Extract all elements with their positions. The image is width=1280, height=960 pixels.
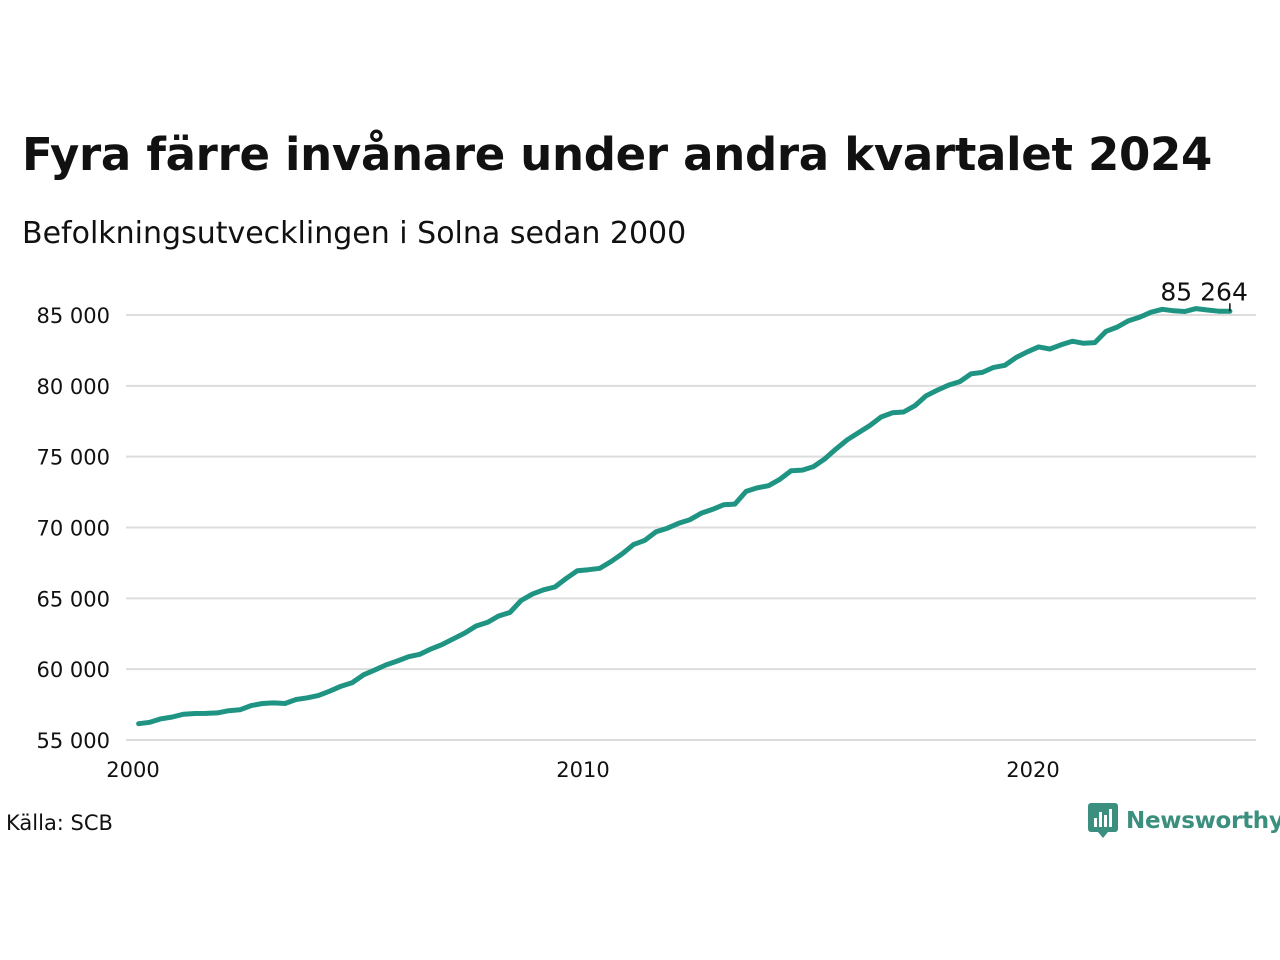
x-tick-label: 2010 [556, 758, 609, 782]
brand-name: Newsworthy [1126, 808, 1280, 834]
x-tick-label: 2020 [1006, 758, 1059, 782]
source-note: Källa: SCB [6, 811, 113, 835]
end-value-label: 85 264 [1160, 277, 1247, 306]
y-tick-label: 70 000 [37, 517, 110, 541]
y-tick-label: 75 000 [37, 446, 110, 470]
x-tick-label: 2000 [106, 758, 159, 782]
annotations: 85 264 [1160, 277, 1248, 312]
series-layer [136, 306, 1233, 727]
y-axis-tick-labels: 55 000 60 000 65 000 70 000 75 000 80 000 85 0… [37, 304, 110, 753]
x-axis-tick-labels: 2000 2010 2020 [106, 758, 1059, 782]
chart-subtitle: Befolkningsutvecklingen i Solna sedan 20… [22, 216, 687, 251]
y-tick-label: 85 000 [37, 304, 110, 328]
chart-title: Fyra färre invånare under andra kvartale… [22, 128, 1213, 181]
gridlines [126, 314, 1256, 741]
line-chart: 55 000 60 000 65 000 70 000 75 000 80 000 85 0… [37, 277, 1256, 782]
series-line [136, 306, 1233, 727]
newsworthy-logo-icon [1088, 803, 1118, 838]
y-tick-label: 55 000 [37, 729, 110, 753]
y-tick-label: 65 000 [37, 587, 110, 611]
brand-logo-link[interactable]: Newsworthy [1088, 803, 1280, 839]
y-tick-label: 80 000 [37, 375, 110, 399]
y-tick-label: 60 000 [37, 658, 110, 682]
